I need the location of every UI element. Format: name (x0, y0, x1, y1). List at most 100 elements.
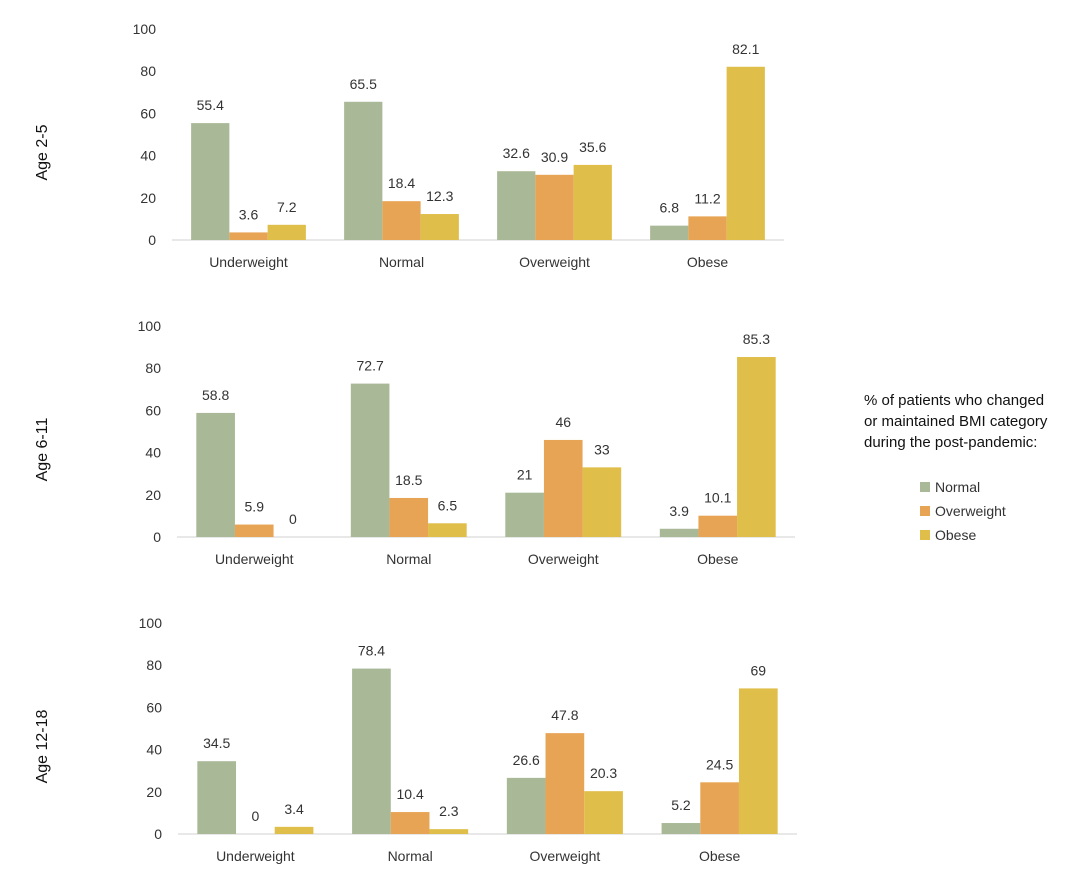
data-label: 7.2 (277, 199, 297, 215)
bar-normal (352, 668, 391, 834)
x-tick-label: Underweight (215, 551, 294, 567)
data-label: 78.4 (358, 643, 385, 659)
y-tick-label: 40 (146, 742, 162, 758)
bar-obese (429, 829, 469, 834)
data-label: 32.6 (503, 145, 530, 161)
data-label: 35.6 (579, 139, 606, 155)
y-axis-label: Age 2-5 (34, 124, 51, 180)
data-label: 21 (517, 467, 533, 483)
legend-label: Overweight (935, 503, 1006, 519)
y-tick-label: 0 (148, 232, 156, 248)
y-axis-label: Age 6-11 (34, 418, 51, 482)
data-label: 10.4 (397, 786, 424, 802)
x-tick-label: Obese (699, 848, 740, 864)
legend-label: Obese (935, 527, 977, 543)
bar-overweight (382, 201, 421, 240)
x-tick-label: Normal (379, 254, 424, 270)
data-label: 47.8 (551, 707, 578, 723)
bar-obese (584, 791, 623, 834)
data-label: 0 (251, 808, 259, 824)
data-label: 24.5 (706, 756, 733, 772)
x-tick-label: Underweight (216, 848, 295, 864)
bar-obese (267, 224, 306, 240)
legend-title-line: during the post-pandemic: (864, 434, 1038, 451)
data-label: 6.5 (438, 497, 458, 513)
bar-normal (191, 123, 230, 240)
data-label: 2.3 (439, 803, 459, 819)
y-tick-label: 20 (140, 190, 156, 206)
bar-normal (344, 101, 383, 240)
bar-normal (196, 412, 235, 537)
data-label: 10.1 (704, 490, 731, 506)
legend-swatch-normal (920, 482, 930, 492)
bar-overweight (229, 232, 268, 240)
bar-obese (428, 523, 467, 537)
legend-title-line: % of patients who changed (864, 392, 1045, 409)
data-label: 72.7 (357, 358, 384, 374)
bar-normal (650, 225, 689, 240)
bar-normal (197, 761, 237, 834)
y-tick-label: 40 (145, 445, 161, 461)
y-tick-label: 60 (140, 105, 156, 121)
y-tick-label: 100 (133, 21, 157, 37)
data-label: 6.8 (660, 200, 680, 216)
bar-overweight (234, 524, 274, 537)
y-tick-label: 20 (146, 784, 162, 800)
legend-swatch-overweight (920, 506, 930, 516)
data-label: 82.1 (732, 41, 759, 57)
data-label: 65.5 (350, 76, 377, 92)
data-label: 69 (751, 662, 767, 678)
legend-item-normal: Normal (920, 475, 1047, 499)
bar-obese (582, 467, 622, 537)
bar-normal (661, 823, 701, 834)
data-label: 34.5 (203, 735, 230, 751)
x-tick-label: Normal (386, 551, 431, 567)
bar-obese (737, 357, 776, 537)
bar-obese (274, 826, 314, 834)
y-tick-label: 0 (153, 529, 161, 545)
bar-obese (738, 688, 778, 834)
data-label: 20.3 (590, 765, 617, 781)
data-label: 55.4 (197, 97, 224, 113)
data-label: 26.6 (513, 752, 540, 768)
x-tick-label: Overweight (528, 551, 599, 567)
data-label: 11.2 (694, 190, 720, 206)
x-tick-label: Obese (697, 551, 738, 567)
bar-obese (420, 214, 459, 240)
data-label: 3.4 (284, 801, 304, 817)
bar-obese (573, 164, 612, 240)
data-label: 3.6 (239, 206, 259, 222)
bar-overweight (535, 174, 574, 240)
bar-obese (726, 66, 765, 240)
data-label: 85.3 (743, 331, 770, 347)
x-tick-label: Obese (687, 254, 728, 270)
bar-normal (506, 777, 546, 834)
legend-title: % of patients who changed or maintained … (864, 390, 1047, 453)
x-tick-label: Underweight (209, 254, 288, 270)
bar-overweight (390, 812, 430, 834)
bar-overweight (700, 782, 739, 834)
y-tick-label: 40 (140, 148, 156, 164)
bar-overweight (698, 515, 738, 537)
legend-label: Normal (935, 479, 981, 495)
data-label: 33 (594, 441, 610, 457)
data-label: 58.8 (202, 387, 229, 403)
y-tick-label: 60 (145, 402, 161, 418)
bar-normal (659, 528, 699, 537)
data-label: 46 (555, 414, 571, 430)
y-tick-label: 20 (145, 487, 161, 503)
bar-overweight (543, 439, 583, 537)
legend-title-line: or maintained BMI category (864, 413, 1048, 430)
bar-normal (350, 383, 390, 537)
data-label: 12.3 (426, 188, 453, 204)
x-tick-label: Normal (388, 848, 433, 864)
y-tick-label: 100 (138, 318, 162, 334)
bar-normal (505, 492, 544, 537)
legend: % of patients who changed or maintained … (864, 390, 1047, 547)
data-label: 18.5 (395, 472, 422, 488)
bar-overweight (545, 733, 585, 834)
bar-overweight (688, 216, 727, 240)
data-label: 3.9 (669, 503, 689, 519)
y-tick-label: 80 (146, 657, 162, 673)
